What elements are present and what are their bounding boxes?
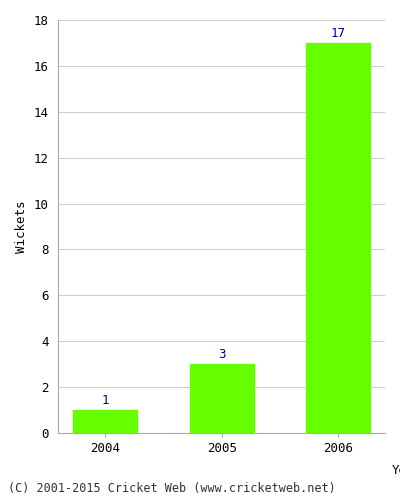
Text: 1: 1 bbox=[102, 394, 109, 406]
Text: 3: 3 bbox=[218, 348, 225, 360]
Y-axis label: Wickets: Wickets bbox=[15, 200, 28, 252]
Text: (C) 2001-2015 Cricket Web (www.cricketweb.net): (C) 2001-2015 Cricket Web (www.cricketwe… bbox=[8, 482, 336, 495]
Bar bbox=[73, 410, 137, 433]
Text: 17: 17 bbox=[331, 26, 346, 40]
Bar bbox=[190, 364, 254, 433]
Bar bbox=[306, 43, 370, 433]
Text: Year: Year bbox=[392, 464, 400, 476]
